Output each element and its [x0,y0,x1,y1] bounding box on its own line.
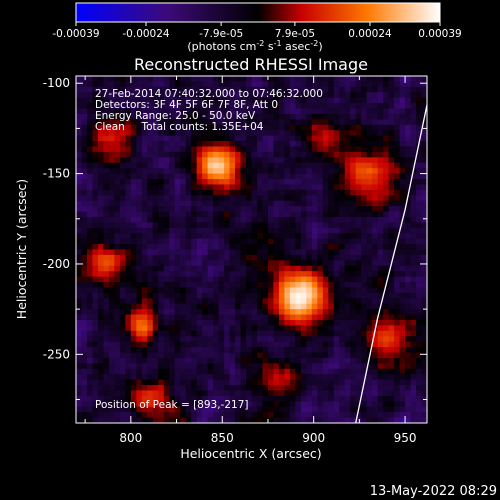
y-axis-ticks: -250 -200 -150 -100 [43,76,427,401]
x-tick-label: 800 [119,431,142,445]
colorbar-tick-label: -0.00039 [52,28,99,40]
colorbar-tick-label: 0.00039 [418,28,461,40]
x-axis-ticks: 800 850 900 950 [84,76,417,445]
footer-timestamp: 13-May-2022 08:29 [370,484,497,499]
colorbar-tick-label: 0.00024 [348,28,392,40]
y-tick-label: -100 [43,76,70,90]
annotation-energy-range: Energy Range: 25.0 - 50.0 keV [95,110,256,122]
x-tick-label: 950 [394,431,417,445]
y-tick-label: -200 [43,257,70,271]
x-tick-label: 900 [302,431,325,445]
y-tick-label: -250 [43,347,70,361]
colorbar-tick-label: 7.9e-05 [275,28,315,40]
annotation-clean-counts: Clean Total counts: 1.35E+04 [95,121,264,133]
plot-frame [75,75,428,424]
colorbar-ticks: -0.00039 -0.00024 -7.9e-05 7.9e-05 0.00024 0.… [52,22,462,40]
colorbar [75,2,441,23]
x-tick-label: 850 [211,431,234,445]
colorbar-tick-label: -7.9e-05 [199,28,243,40]
heatmap-image [76,76,427,423]
colorbar-tick-label: -0.00024 [122,28,170,40]
y-axis-label: Heliocentric Y (arcsec) [14,179,29,319]
x-axis-label: Heliocentric X (arcsec) [180,446,321,461]
annotation-detectors: Detectors: 3F 4F 5F 6F 7F 8F, Att 0 [95,99,278,111]
solar-limb-line [355,104,427,423]
colorbar-unit-label: (photons cm-2 s-1 asec-2) [187,39,322,53]
annotation-time-range: 27-Feb-2014 07:40:32.000 to 07:46:32.000 [95,88,323,100]
annotation-block: 27-Feb-2014 07:40:32.000 to 07:46:32.000… [95,88,323,133]
chart-title: Reconstructed RHESSI Image [134,55,368,74]
peak-position-label: Position of Peak = [893,-217] [95,399,249,411]
y-tick-label: -150 [43,167,70,181]
